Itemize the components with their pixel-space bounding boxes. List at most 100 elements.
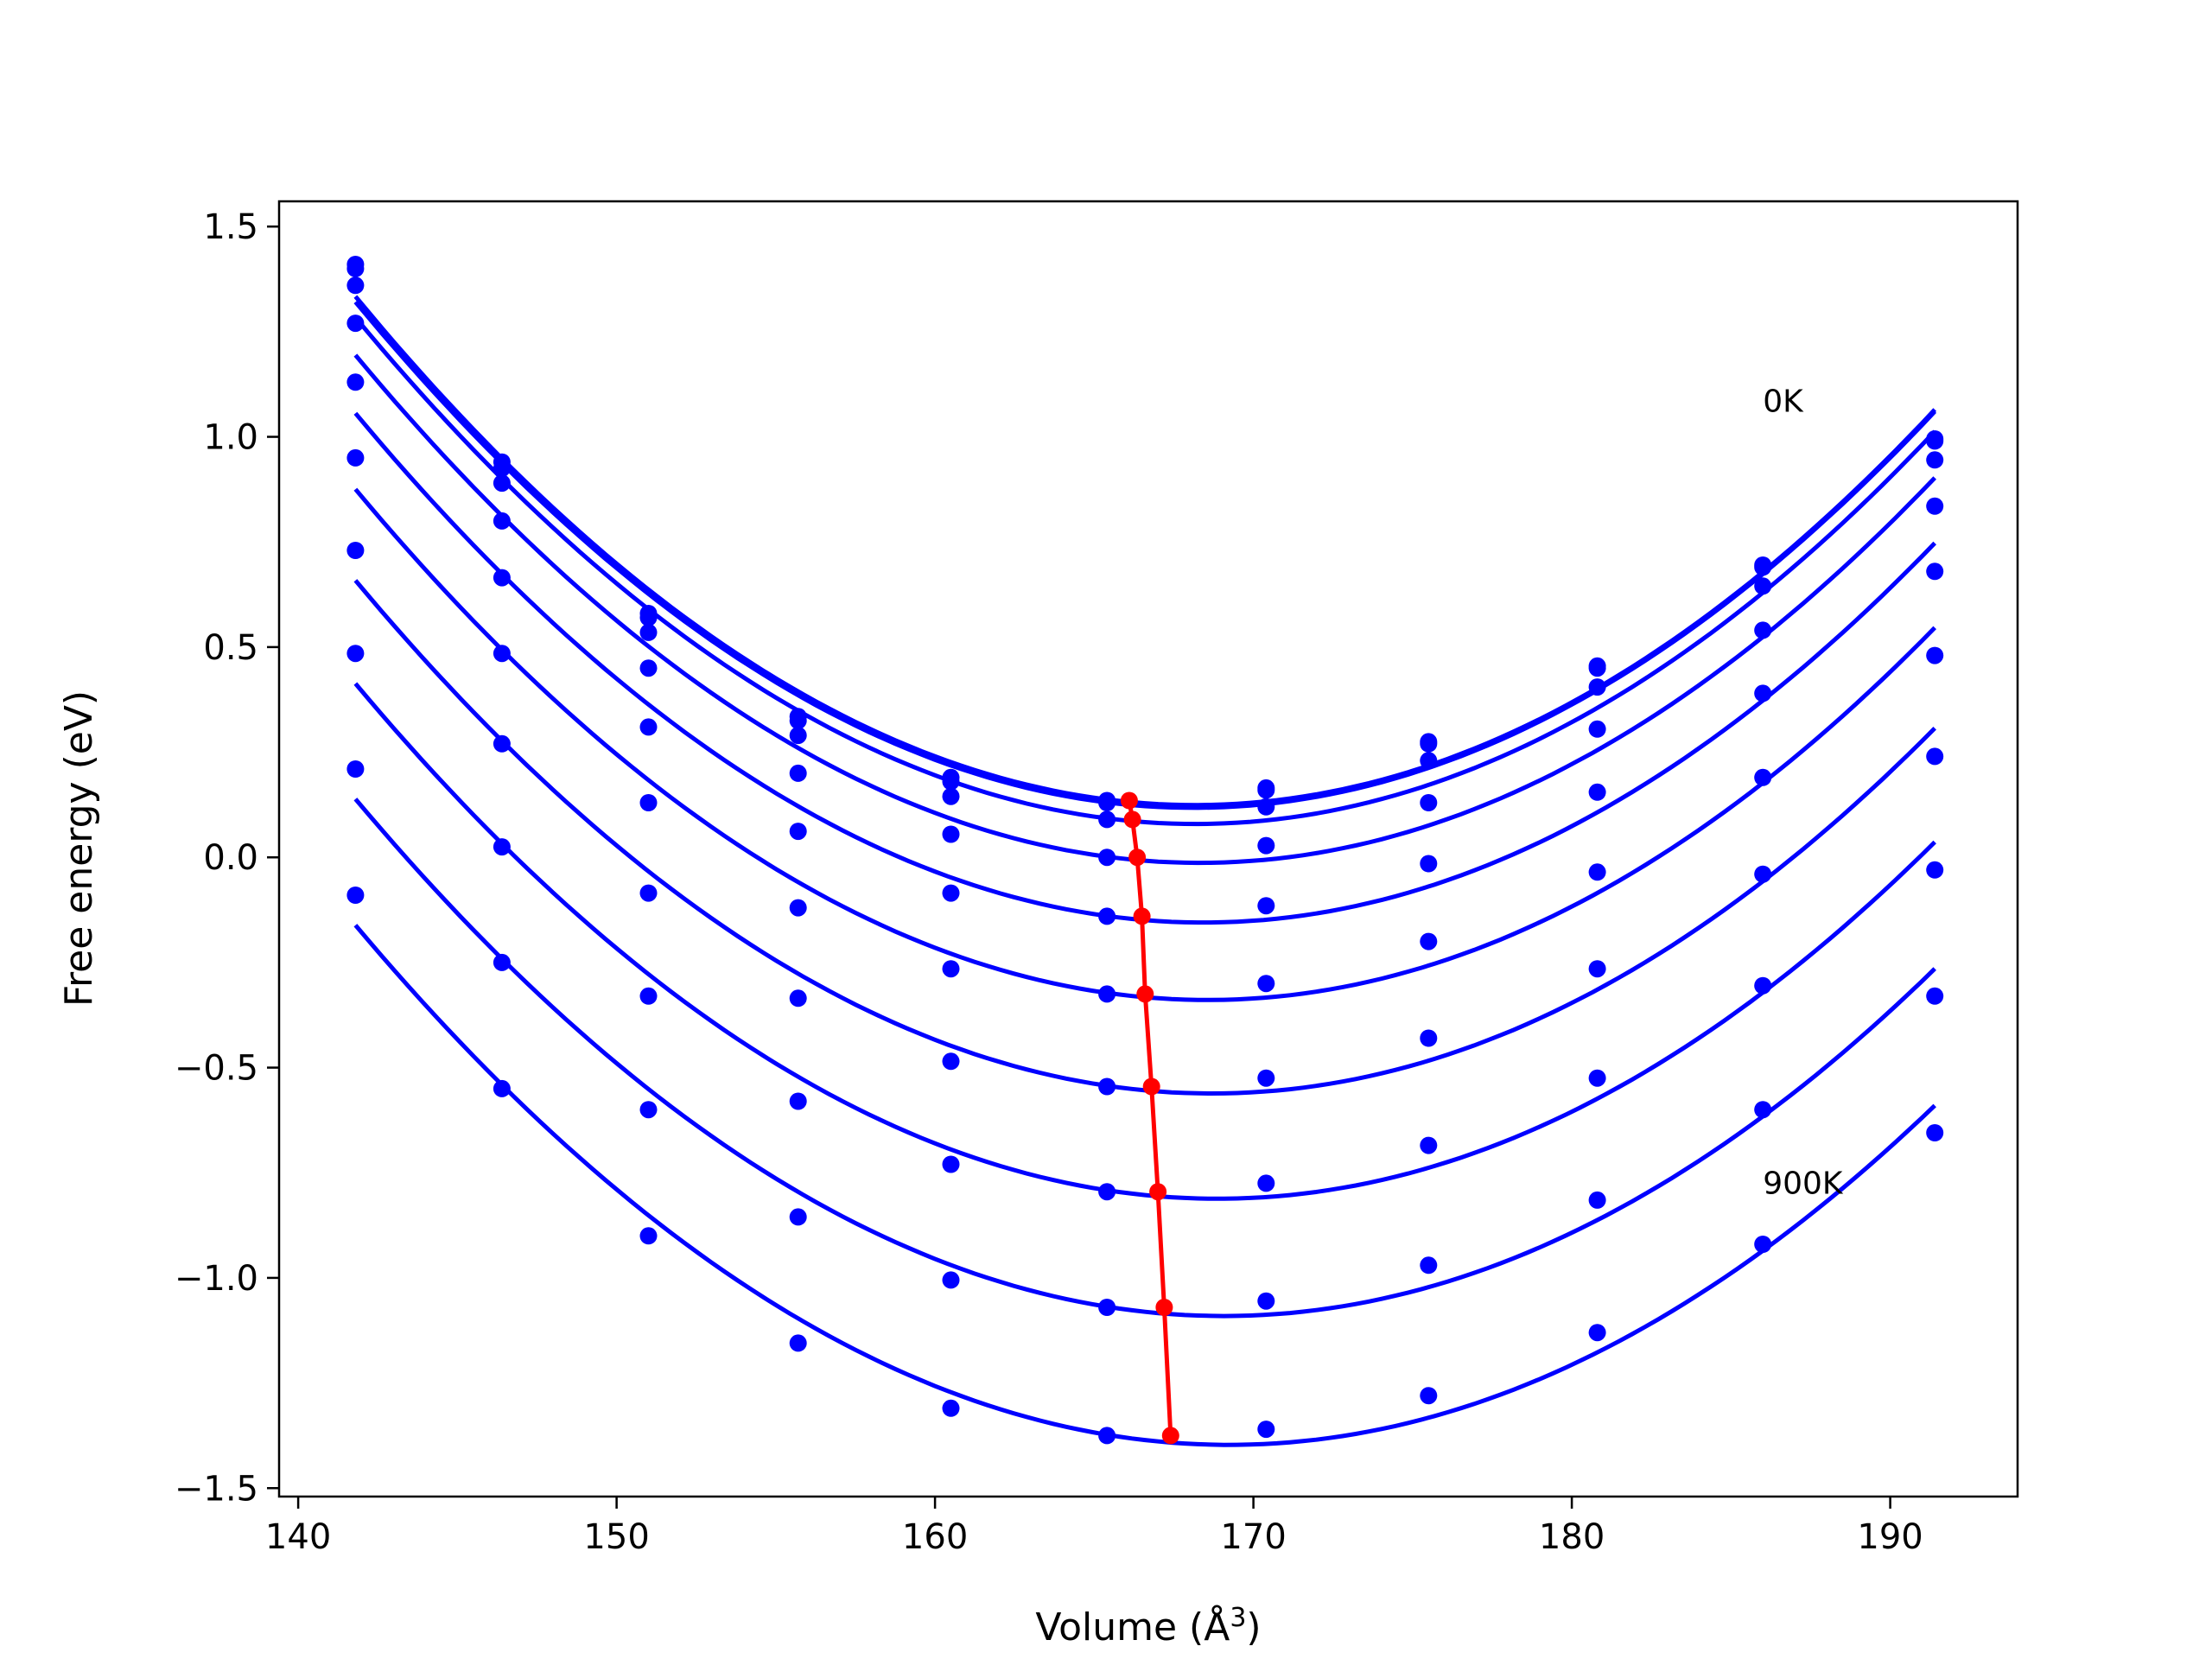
series-1-point-0 <box>346 259 365 277</box>
series-1-point-5 <box>1098 794 1116 811</box>
series-1-curve <box>353 300 1937 810</box>
series-7-point-8 <box>1588 1069 1606 1087</box>
series-7-curve <box>353 682 1936 1201</box>
series-8-point-9 <box>1754 1101 1772 1119</box>
series-2-point-5 <box>1098 810 1116 829</box>
y-tick-label-6: −1.5 <box>175 1469 258 1509</box>
series-2-point-10 <box>1926 451 1944 469</box>
series-9-point-7 <box>1420 1387 1438 1405</box>
series-8-curve <box>353 798 1936 1319</box>
minimum-point-0 <box>1120 791 1138 810</box>
series-8-point-5 <box>1098 1299 1116 1316</box>
series-1-point-6 <box>1257 781 1275 799</box>
series-5-point-6 <box>1257 975 1275 993</box>
series-4-point-10 <box>1926 563 1944 581</box>
x-tick-label-4: 180 <box>1539 1517 1605 1557</box>
series-8-point-2 <box>639 1101 658 1119</box>
series-9-point-0 <box>346 887 365 904</box>
series-8-point-8 <box>1588 1191 1606 1209</box>
series-1-point-7 <box>1420 734 1438 753</box>
series-4-point-4 <box>942 884 960 902</box>
series-9-point-9 <box>1754 1236 1772 1253</box>
plot-area <box>346 256 1944 1447</box>
series-7-point-0 <box>346 645 365 663</box>
series-4-point-2 <box>639 718 658 736</box>
series-5-point-8 <box>1588 863 1606 881</box>
series-9-point-1 <box>493 1079 511 1097</box>
series-6-point-7 <box>1420 1029 1438 1047</box>
x-tick-label-5: 190 <box>1857 1517 1923 1557</box>
series-5-point-7 <box>1420 932 1438 950</box>
series-9-point-10 <box>1926 1124 1944 1141</box>
series-2-point-3 <box>789 727 807 745</box>
series-6-point-5 <box>1098 1077 1116 1096</box>
series-3-point-8 <box>1588 720 1606 738</box>
axis-ticks: 140 150 160 170 180 190 1.5 1.0 0.5 0.0 −0.5 −1.0 −1… <box>175 207 1923 1557</box>
y-tick-label-2: 0.5 <box>203 628 258 668</box>
series-8-point-3 <box>789 1208 807 1226</box>
y-tick-label-5: −1.0 <box>175 1259 258 1299</box>
minimum-point-1 <box>1123 810 1141 829</box>
series-5-point-1 <box>493 645 511 663</box>
y-tick-label-3: 0.0 <box>203 838 258 878</box>
series-4-point-8 <box>1588 783 1606 801</box>
x-tick-label-1: 150 <box>583 1517 649 1557</box>
series-1-point-9 <box>1754 558 1772 576</box>
series-3-point-2 <box>639 659 658 677</box>
series-5-point-0 <box>346 448 365 467</box>
series-7-point-4 <box>942 1155 960 1173</box>
series-3-point-3 <box>789 764 807 782</box>
series-8-point-6 <box>1257 1292 1275 1310</box>
series-7-point-10 <box>1926 861 1944 879</box>
series-5-point-2 <box>639 794 658 811</box>
series-4-point-5 <box>1098 907 1116 925</box>
series-7-point-3 <box>789 1092 807 1110</box>
series-3-point-0 <box>346 315 365 333</box>
series-9-point-8 <box>1588 1324 1606 1342</box>
y-tick-label-4: −0.5 <box>175 1049 258 1089</box>
series-4-point-6 <box>1257 897 1275 915</box>
series-9-curve <box>353 924 1936 1447</box>
series-8-point-7 <box>1420 1256 1438 1274</box>
series-2-point-7 <box>1420 752 1438 770</box>
series-3-point-9 <box>1754 621 1772 639</box>
series-4-point-0 <box>346 373 365 391</box>
series-6-point-0 <box>346 542 365 559</box>
series-9-point-3 <box>789 1334 807 1352</box>
minimum-point-7 <box>1155 1299 1173 1316</box>
series-3-point-7 <box>1420 794 1438 811</box>
series-5-point-9 <box>1754 768 1772 786</box>
x-tick-label-2: 160 <box>902 1517 968 1557</box>
y-tick-label-1: 1.0 <box>203 418 258 458</box>
series-7-point-5 <box>1098 1183 1116 1201</box>
series-2-point-1 <box>493 474 511 493</box>
series-3-point-1 <box>493 512 511 530</box>
series-5-point-10 <box>1926 646 1944 664</box>
series-4-point-1 <box>493 569 511 587</box>
minimum-point-3 <box>1133 907 1151 925</box>
series-2-point-6 <box>1257 798 1275 816</box>
series-6-point-4 <box>942 1052 960 1071</box>
series-6-point-8 <box>1588 960 1606 978</box>
series-3-point-6 <box>1257 836 1275 855</box>
series-6-point-6 <box>1257 1069 1275 1087</box>
series-7-point-1 <box>493 838 511 856</box>
series-8-point-4 <box>942 1271 960 1289</box>
series-9-point-5 <box>1098 1427 1116 1445</box>
series-1-point-3 <box>789 712 807 730</box>
series-9-point-4 <box>942 1399 960 1417</box>
series-4-point-3 <box>789 823 807 841</box>
series-2-point-2 <box>639 623 658 641</box>
series-6-point-2 <box>639 884 658 902</box>
annotation-0k: 0K <box>1763 384 1804 419</box>
series-9-point-2 <box>639 1227 658 1245</box>
series-6-point-9 <box>1754 865 1772 883</box>
series-2-point-4 <box>942 787 960 805</box>
series-4-point-9 <box>1754 684 1772 702</box>
minimum-point-5 <box>1142 1077 1160 1096</box>
series-5-point-3 <box>789 899 807 917</box>
minimum-point-6 <box>1149 1183 1167 1201</box>
x-axis-label: Volume (Å3) <box>1035 1603 1261 1649</box>
